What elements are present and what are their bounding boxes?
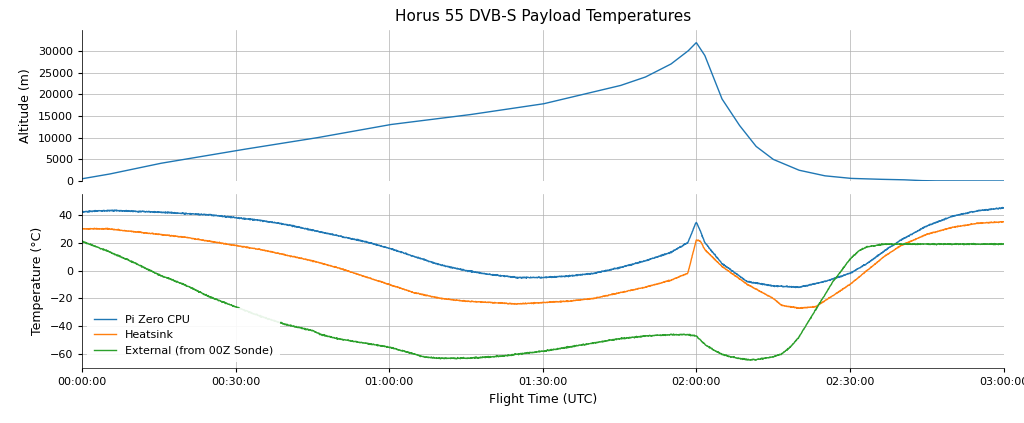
- Heatsink: [429, 295, 441, 300]
- External (from 00Z Sonde): [980, 242, 992, 247]
- Pi Zero CPU: [181, 211, 194, 216]
- Heatsink: [469, 299, 481, 304]
- Heatsink: [181, 235, 194, 240]
- Heatsink: [997, 219, 1010, 224]
- External (from 00Z Sonde): [236, 306, 248, 311]
- External (from 00Z Sonde): [881, 242, 893, 247]
- Heatsink: [980, 220, 992, 225]
- External (from 00Z Sonde): [469, 355, 481, 360]
- External (from 00Z Sonde): [997, 242, 1010, 247]
- X-axis label: Flight Time (UTC): Flight Time (UTC): [488, 393, 597, 406]
- Heatsink: [995, 219, 1008, 224]
- Line: Pi Zero CPU: Pi Zero CPU: [82, 207, 1004, 288]
- Title: Horus 55 DVB-S Payload Temperatures: Horus 55 DVB-S Payload Temperatures: [394, 9, 691, 24]
- Pi Zero CPU: [429, 261, 441, 266]
- Pi Zero CPU: [980, 208, 992, 213]
- Heatsink: [794, 306, 806, 311]
- Line: Heatsink: Heatsink: [82, 222, 1004, 308]
- External (from 00Z Sonde): [744, 358, 757, 363]
- Y-axis label: Altitude (m): Altitude (m): [19, 68, 32, 143]
- Pi Zero CPU: [76, 209, 88, 214]
- Line: External (from 00Z Sonde): External (from 00Z Sonde): [82, 241, 1004, 360]
- Pi Zero CPU: [790, 285, 802, 290]
- Legend: Pi Zero CPU, Heatsink, External (from 00Z Sonde): Pi Zero CPU, Heatsink, External (from 00…: [87, 308, 281, 363]
- Pi Zero CPU: [469, 269, 481, 275]
- Heatsink: [76, 226, 88, 231]
- Heatsink: [881, 253, 893, 258]
- External (from 00Z Sonde): [429, 355, 441, 360]
- External (from 00Z Sonde): [181, 283, 194, 288]
- Pi Zero CPU: [997, 206, 1010, 211]
- Heatsink: [236, 244, 248, 249]
- Pi Zero CPU: [996, 205, 1009, 210]
- Pi Zero CPU: [881, 247, 893, 253]
- Y-axis label: Temperature (°C): Temperature (°C): [31, 227, 44, 335]
- External (from 00Z Sonde): [76, 238, 88, 243]
- Pi Zero CPU: [236, 216, 248, 221]
